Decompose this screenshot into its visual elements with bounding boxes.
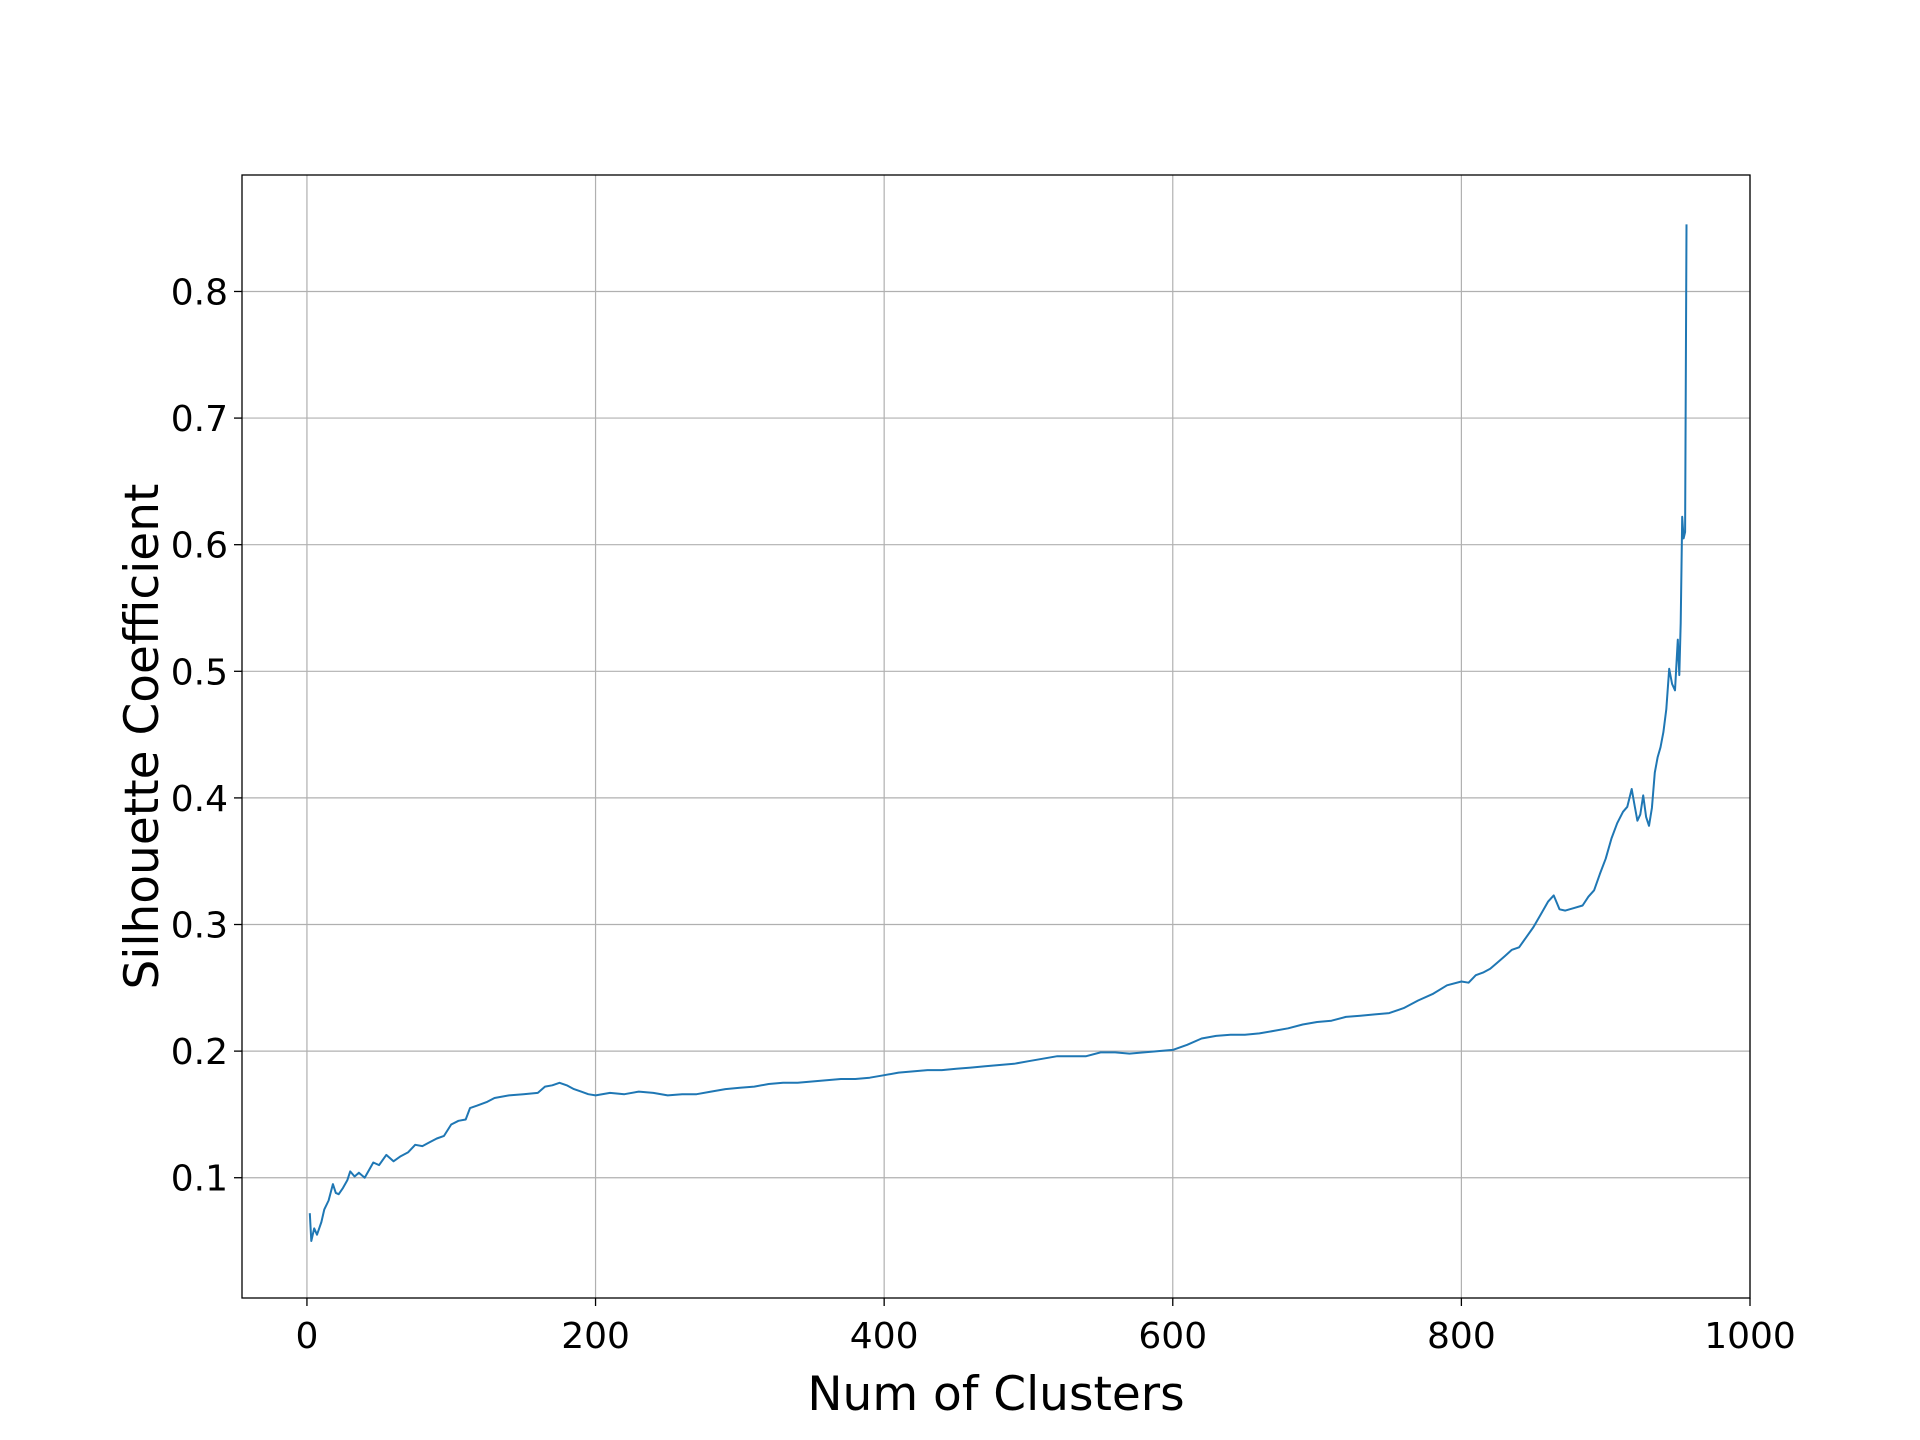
y-tick-label: 0.5: [171, 652, 228, 693]
series-layer: [308, 224, 1688, 1242]
grid: [242, 175, 1751, 1298]
x-tick-label: 0: [295, 1316, 318, 1357]
y-tick-label: 0.7: [171, 399, 228, 440]
y-tick-label: 0.4: [171, 779, 228, 820]
y-tick-label: 0.2: [171, 1032, 228, 1073]
series-line: [308, 224, 1688, 1242]
x-tick-label: 200: [561, 1316, 630, 1357]
plot-frame: [241, 174, 1751, 1299]
axis-ticks: 0 200 400 600 800 1000 0.1 0.2 0.3 0.4 0.5 0.6 0.7 0.…: [171, 272, 1796, 1357]
x-tick-label: 1000: [1704, 1316, 1796, 1357]
y-tick-label: 0.3: [171, 906, 228, 947]
y-tick-label: 0.1: [171, 1159, 228, 1200]
x-axis-label: Num of Clusters: [807, 1367, 1184, 1422]
x-tick-label: 800: [1427, 1316, 1496, 1357]
x-tick-label: 600: [1138, 1316, 1207, 1357]
y-axis-label: Silhouette Coefficient: [115, 484, 170, 990]
y-tick-label: 0.6: [171, 526, 228, 567]
y-tick-label: 0.8: [171, 272, 228, 313]
x-tick-label: 400: [850, 1316, 919, 1357]
